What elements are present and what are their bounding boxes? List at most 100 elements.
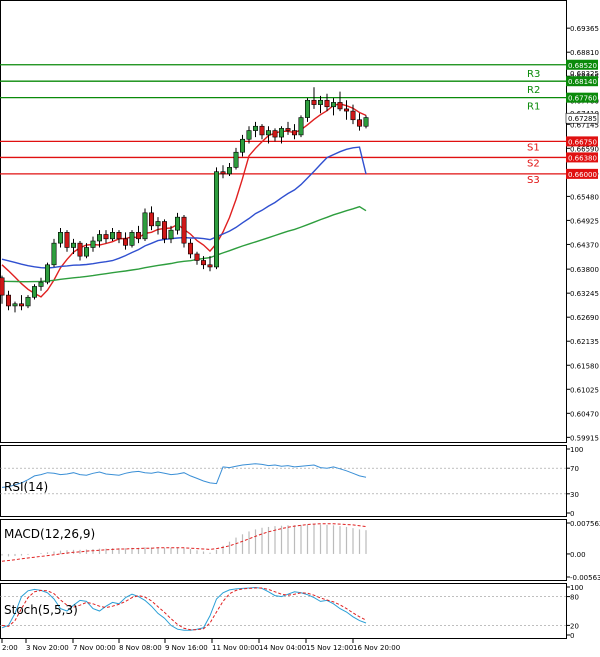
x-tick-label: 15 Nov 12:00: [306, 644, 353, 652]
price-y-tick-label: 0.65480: [570, 193, 599, 201]
rsi-y-tick-label: 0: [570, 510, 574, 518]
candle-body: [350, 110, 356, 121]
price-y-tick-label: 0.60470: [570, 410, 599, 418]
price-y-tick-label: 0.59915: [570, 434, 599, 442]
level-price-tag-text: 0.66380: [568, 154, 597, 162]
current-price-text: 0.67285: [568, 115, 597, 123]
rsi-layer: 100 70 30 0: [0, 446, 583, 518]
candle-body: [227, 167, 233, 175]
stoch-signal-line: [1, 587, 367, 631]
x-tick-label: 8 Nov 08:00: [119, 644, 162, 652]
x-tick-label: 7 Nov 00:00: [73, 644, 116, 652]
candle-body: [116, 232, 122, 240]
rsi-label: RSI(14): [4, 480, 48, 494]
candle-body: [6, 294, 12, 307]
candle-body: [272, 130, 278, 138]
level-label-s1: S1: [527, 142, 540, 153]
macd-signal-line: [1, 523, 367, 562]
stoch-y-tick-label: 20: [570, 622, 579, 630]
candle-body: [155, 221, 161, 227]
price-y-tick-label: 0.63245: [570, 290, 599, 298]
macd-y-tick-label: 0.007562: [570, 520, 600, 528]
candle-body: [188, 242, 194, 255]
x-tick-label: 2:00: [2, 644, 18, 652]
x-tick-label: 16 Nov 20:00: [353, 644, 400, 652]
candle-body: [57, 232, 63, 244]
price-y-tick-label: 0.69365: [570, 25, 599, 33]
x-tick-label: 14 Nov 04:00: [259, 644, 306, 652]
level-price-tag-s1: [566, 136, 598, 147]
candle-body: [181, 216, 187, 244]
candle-body: [246, 130, 252, 140]
stoch-y-tick-label: 0: [570, 632, 574, 640]
candle-body: [12, 303, 18, 307]
candle-body: [259, 125, 265, 136]
candle-body: [149, 212, 155, 227]
macd-y-tick-label: 0.00: [570, 551, 586, 559]
macd-layer: 0.007562 0.00 -0.005636: [1, 520, 600, 582]
price-y-tick-label: 0.62135: [570, 338, 599, 346]
level-price-tag-text: 0.67760: [568, 95, 597, 103]
level-price-tag-text: 0.66750: [568, 138, 597, 146]
price-layer: 0.693650.688100.682550.677000.671450.665…: [0, 25, 599, 442]
level-label-r1: R1: [527, 102, 540, 113]
candle-body: [356, 119, 362, 127]
candle-body: [285, 128, 291, 131]
level-label-s3: S3: [527, 175, 540, 186]
candle-body: [110, 232, 116, 240]
candle-body: [142, 212, 148, 240]
candle-body: [317, 99, 323, 105]
candle-body: [330, 102, 336, 108]
price-y-tick-label: 0.62690: [570, 314, 599, 322]
candle-body: [298, 117, 304, 136]
candle-body: [129, 232, 135, 246]
candle-body: [25, 296, 31, 307]
x-tick-label: 11 Nov 00:00: [212, 644, 259, 652]
price-y-tick-label: 0.66590: [570, 145, 599, 153]
candle-body: [0, 277, 5, 296]
level-price-tag-r3: [566, 59, 598, 70]
rsi-y-tick-label: 30: [570, 491, 579, 499]
candle-body: [304, 99, 310, 118]
price-y-tick-label: 0.64370: [570, 241, 599, 249]
level-price-tag-text: 0.68520: [568, 62, 597, 70]
level-price-tag-text: 0.68140: [568, 78, 597, 86]
candle-body: [324, 99, 330, 108]
candle-body: [363, 117, 369, 127]
level-price-tag-text: 0.66000: [568, 171, 597, 179]
price-y-tick-label: 0.61580: [570, 362, 599, 370]
candle-body: [291, 130, 297, 136]
rsi-panel-frame: [0, 445, 567, 517]
stoch-main-line: [1, 586, 367, 631]
candle-body: [214, 171, 220, 268]
candle-body: [123, 238, 129, 246]
candle-body: [84, 247, 90, 257]
stoch-label: Stoch(5,5,3): [4, 603, 78, 617]
rsi-y-tick-label: 100: [570, 446, 583, 454]
stoch-panel-frame: [0, 583, 567, 639]
candle-body: [162, 221, 168, 240]
candle-body: [240, 138, 246, 153]
stoch-y-tick-label: 100: [570, 584, 583, 592]
macd-label: MACD(12,26,9): [4, 527, 95, 541]
candle-body: [343, 108, 349, 112]
candle-body: [38, 281, 44, 287]
candle-body: [278, 128, 284, 138]
price-y-tick-label: 0.68810: [570, 49, 599, 57]
candle-body: [103, 234, 109, 240]
level-label-r3: R3: [527, 69, 540, 80]
candle-body: [97, 234, 103, 242]
candle-body: [168, 229, 174, 240]
level-price-tag-s3: [566, 168, 598, 179]
macd-y-tick-label: -0.005636: [570, 574, 600, 582]
price-y-tick-label: 0.63800: [570, 266, 599, 274]
rsi-y-tick-label: 70: [570, 465, 579, 473]
x-tick-label: 9 Nov 16:00: [165, 644, 208, 652]
candle-body: [31, 286, 37, 298]
moving-average-3: [1, 205, 367, 283]
candle-body: [194, 253, 200, 261]
candle-body: [175, 216, 181, 231]
candle-body: [207, 264, 213, 268]
candle-body: [265, 130, 271, 136]
